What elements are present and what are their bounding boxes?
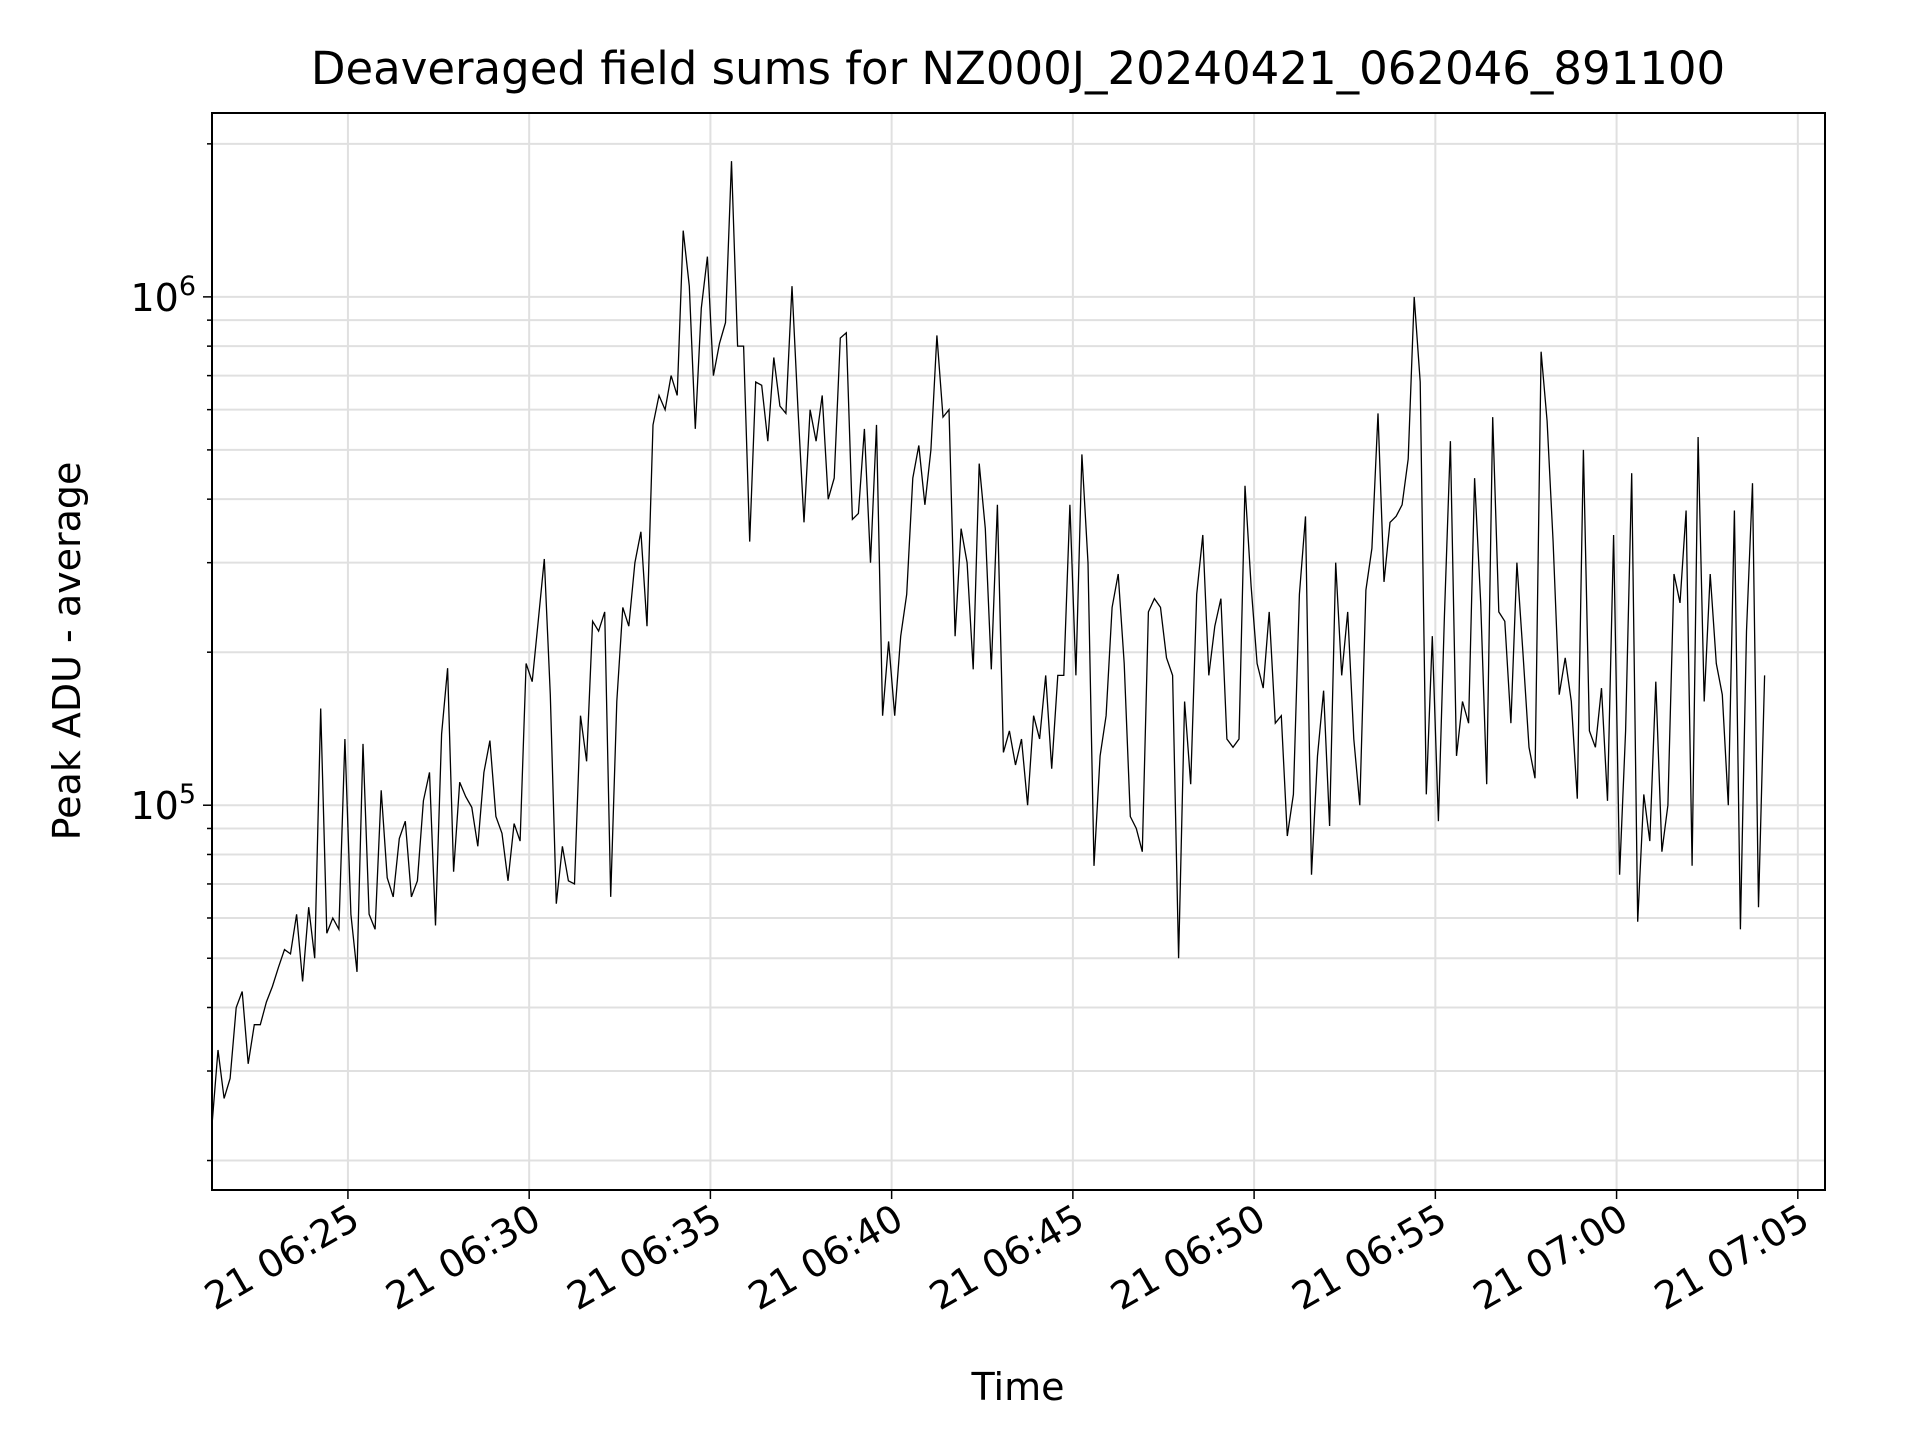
x-axis-label: Time (971, 1365, 1065, 1409)
y-tick-label-base: 10 (130, 784, 178, 828)
grid (212, 113, 1825, 1190)
y-tick-label-base: 10 (130, 276, 178, 320)
y-tick-label: 106 (130, 271, 196, 320)
y-axis-label: Peak ADU - average (45, 462, 89, 841)
series-line (212, 161, 1766, 1125)
y-tick-label-exponent: 5 (179, 779, 196, 810)
y-tick-label: 105 (130, 779, 196, 828)
y-tick-label-exponent: 6 (179, 271, 196, 302)
series-layer (212, 161, 1766, 1125)
chart-title: Deaveraged field sums for NZ000J_2024042… (311, 42, 1725, 95)
